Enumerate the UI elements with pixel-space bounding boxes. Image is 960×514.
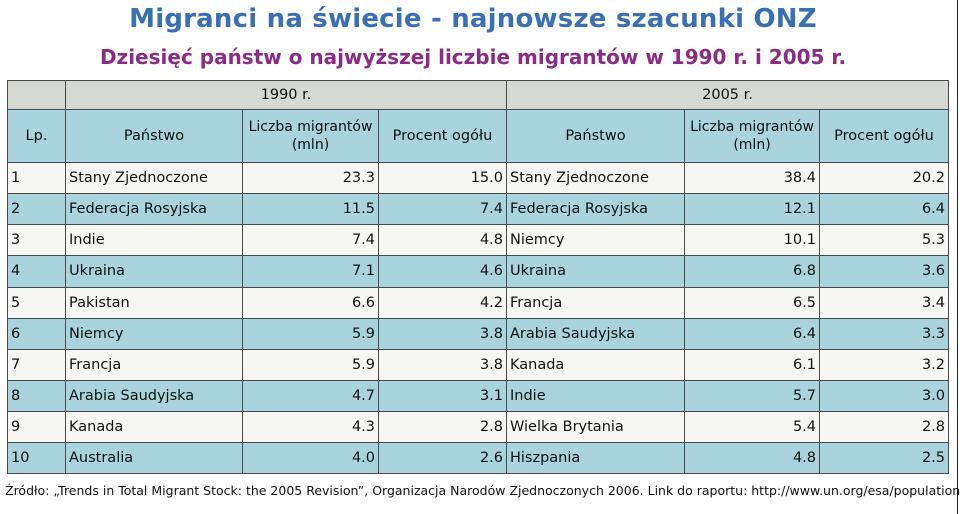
- cell-country-2005: Wielka Brytania: [506, 410, 685, 443]
- cell-percent-1990: 2.6: [378, 441, 507, 475]
- cell-migrants-2005: 6.4: [684, 317, 820, 350]
- cell-migrants-1990: 5.9: [242, 317, 379, 350]
- column-header-percent-2005: Procent ogółu: [819, 109, 949, 164]
- page-title: Migranci na świecie - najnowsze szacunki…: [129, 4, 817, 34]
- cell-country-1990: Niemcy: [65, 317, 243, 350]
- cell-percent-1990: 4.6: [378, 255, 507, 288]
- column-header-migrants-1990: Liczba migrantów (mln): [242, 109, 379, 164]
- cell-migrants-1990: 4.0: [242, 441, 379, 475]
- cell-migrants-2005: 5.7: [684, 379, 820, 412]
- cell-percent-1990: 3.8: [378, 317, 507, 350]
- table-row: 7 Francja 5.9 3.8 Kanada 6.1 3.2: [7, 348, 949, 381]
- cell-lp: 5: [7, 286, 66, 319]
- cell-percent-1990: 15.0: [378, 162, 507, 195]
- cell-country-2005: Hiszpania: [506, 441, 685, 475]
- cell-country-2005: Federacja Rosyjska: [506, 193, 685, 226]
- cell-migrants-2005: 38.4: [684, 162, 820, 195]
- cell-lp: 1: [7, 162, 66, 195]
- cell-country-1990: Australia: [65, 441, 243, 475]
- cell-lp: 7: [7, 348, 66, 381]
- cell-percent-2005: 5.3: [819, 224, 949, 257]
- cell-migrants-1990: 7.1: [242, 255, 379, 288]
- cell-migrants-2005: 6.1: [684, 348, 820, 381]
- column-header-country-1990: Państwo: [65, 109, 243, 164]
- cell-percent-1990: 2.8: [378, 410, 507, 443]
- cell-country-1990: Indie: [65, 224, 243, 257]
- period-header-row: 1990 r. 2005 r.: [7, 79, 949, 111]
- cell-migrants-1990: 7.4: [242, 224, 379, 257]
- cell-country-1990: Federacja Rosyjska: [65, 193, 243, 226]
- page-subtitle: Dziesięć państw o najwyższej liczbie mig…: [99, 45, 847, 69]
- source-note: Źródło: „Trends in Total Migrant Stock: …: [5, 483, 960, 498]
- cell-country-2005: Kanada: [506, 348, 685, 381]
- cell-migrants-1990: 23.3: [242, 162, 379, 195]
- cell-migrants-1990: 4.7: [242, 379, 379, 412]
- cell-country-1990: Francja: [65, 348, 243, 381]
- cell-country-1990: Stany Zjednoczone: [65, 162, 243, 195]
- cell-country-2005: Francja: [506, 286, 685, 319]
- cell-country-1990: Arabia Saudyjska: [65, 379, 243, 412]
- cell-migrants-1990: 5.9: [242, 348, 379, 381]
- cell-percent-1990: 4.2: [378, 286, 507, 319]
- cell-country-2005: Indie: [506, 379, 685, 412]
- cell-percent-2005: 2.5: [819, 441, 949, 475]
- cell-migrants-2005: 4.8: [684, 441, 820, 475]
- table-row: 10 Australia 4.0 2.6 Hiszpania 4.8 2.5: [7, 441, 949, 475]
- cell-percent-1990: 4.8: [378, 224, 507, 257]
- page-border: [957, 0, 958, 514]
- period-header-1990: 1990 r.: [65, 79, 507, 111]
- table-row: 3 Indie 7.4 4.8 Niemcy 10.1 5.3: [7, 224, 949, 257]
- cell-migrants-2005: 6.8: [684, 255, 820, 288]
- column-header-row: Lp. Państwo Liczba migrantów (mln) Proce…: [7, 109, 949, 164]
- cell-percent-2005: 3.3: [819, 317, 949, 350]
- cell-lp: 3: [7, 224, 66, 257]
- table-row: 2 Federacja Rosyjska 11.5 7.4 Federacja Rosy…: [7, 193, 949, 226]
- table-row: 6 Niemcy 5.9 3.8 Arabia Saudyjska 6.4 3.3: [7, 317, 949, 350]
- cell-lp: 9: [7, 410, 66, 443]
- table-row: 4 Ukraina 7.1 4.6 Ukraina 6.8 3.6: [7, 255, 949, 288]
- cell-migrants-2005: 10.1: [684, 224, 820, 257]
- cell-migrants-1990: 6.6: [242, 286, 379, 319]
- table-row: 5 Pakistan 6.6 4.2 Francja 6.5 3.4: [7, 286, 949, 319]
- cell-lp: 6: [7, 317, 66, 350]
- cell-lp: 2: [7, 193, 66, 226]
- cell-migrants-1990: 4.3: [242, 410, 379, 443]
- column-header-country-2005: Państwo: [506, 109, 685, 164]
- cell-percent-2005: 3.6: [819, 255, 949, 288]
- cell-migrants-2005: 12.1: [684, 193, 820, 226]
- cell-lp: 4: [7, 255, 66, 288]
- period-header-blank: [7, 79, 66, 111]
- cell-country-2005: Stany Zjednoczone: [506, 162, 685, 195]
- period-header-2005: 2005 r.: [506, 79, 949, 111]
- column-header-percent-1990: Procent ogółu: [378, 109, 507, 164]
- cell-lp: 10: [7, 441, 66, 475]
- column-header-migrants-2005: Liczba migrantów (mln): [684, 109, 820, 164]
- cell-percent-1990: 3.1: [378, 379, 507, 412]
- cell-percent-2005: 3.0: [819, 379, 949, 412]
- table-row: 8 Arabia Saudyjska 4.7 3.1 Indie 5.7 3.0: [7, 379, 949, 412]
- cell-percent-1990: 3.8: [378, 348, 507, 381]
- cell-migrants-2005: 5.4: [684, 410, 820, 443]
- cell-percent-2005: 2.8: [819, 410, 949, 443]
- cell-percent-2005: 3.2: [819, 348, 949, 381]
- cell-percent-2005: 20.2: [819, 162, 949, 195]
- column-header-lp: Lp.: [7, 109, 66, 164]
- cell-country-1990: Pakistan: [65, 286, 243, 319]
- cell-country-1990: Ukraina: [65, 255, 243, 288]
- table-row: 9 Kanada 4.3 2.8 Wielka Brytania 5.4 2.8: [7, 410, 949, 443]
- cell-migrants-1990: 11.5: [242, 193, 379, 226]
- cell-country-2005: Ukraina: [506, 255, 685, 288]
- migrants-table: 1990 r. 2005 r. Lp. Państwo Liczba migra…: [7, 79, 949, 475]
- cell-country-2005: Niemcy: [506, 224, 685, 257]
- cell-country-2005: Arabia Saudyjska: [506, 317, 685, 350]
- cell-lp: 8: [7, 379, 66, 412]
- cell-country-1990: Kanada: [65, 410, 243, 443]
- cell-percent-2005: 3.4: [819, 286, 949, 319]
- table-row: 1 Stany Zjednoczone 23.3 15.0 Stany Zjednocz…: [7, 162, 949, 195]
- cell-migrants-2005: 6.5: [684, 286, 820, 319]
- cell-percent-1990: 7.4: [378, 193, 507, 226]
- cell-percent-2005: 6.4: [819, 193, 949, 226]
